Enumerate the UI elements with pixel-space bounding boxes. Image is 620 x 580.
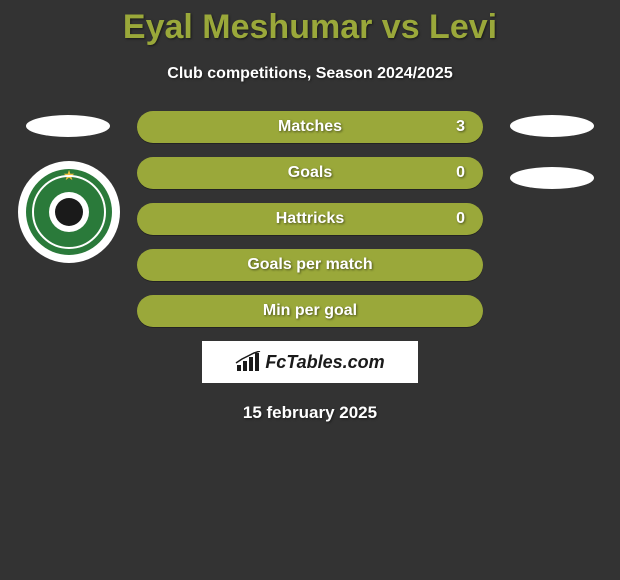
stat-row-hattricks: Hattricks 0	[137, 203, 483, 235]
page-subtitle: Club competitions, Season 2024/2025	[0, 65, 620, 83]
stat-label: Goals per match	[247, 256, 372, 274]
left-column: ★	[18, 111, 118, 263]
stat-value: 0	[456, 210, 465, 228]
stat-row-min-per-goal: Min per goal	[137, 295, 483, 327]
stat-label: Min per goal	[263, 302, 357, 320]
page-title: Eyal Meshumar vs Levi	[0, 0, 620, 47]
stat-row-goals: Goals 0	[137, 157, 483, 189]
stat-value: 0	[456, 164, 465, 182]
stat-row-matches: Matches 3	[137, 111, 483, 143]
player-right-placeholder-2	[510, 167, 594, 189]
chart-icon	[235, 351, 261, 373]
content-area: ★ Matches 3 Goals 0 Hattricks 0 Goals pe…	[0, 111, 620, 423]
stat-label: Hattricks	[276, 210, 344, 228]
date-label: 15 february 2025	[0, 403, 620, 423]
badge-inner: ★	[26, 169, 112, 255]
stat-label: Goals	[288, 164, 332, 182]
right-column	[502, 111, 602, 189]
club-badge-left: ★	[18, 161, 120, 263]
fctables-badge: FcTables.com	[202, 341, 418, 383]
badge-ring	[32, 175, 106, 249]
stat-row-goals-per-match: Goals per match	[137, 249, 483, 281]
player-left-placeholder	[26, 115, 110, 137]
player-right-placeholder-1	[510, 115, 594, 137]
fctables-label: FcTables.com	[265, 352, 384, 373]
stat-label: Matches	[278, 118, 342, 136]
stats-rows: Matches 3 Goals 0 Hattricks 0 Goals per …	[137, 111, 483, 327]
stat-value: 3	[456, 118, 465, 136]
